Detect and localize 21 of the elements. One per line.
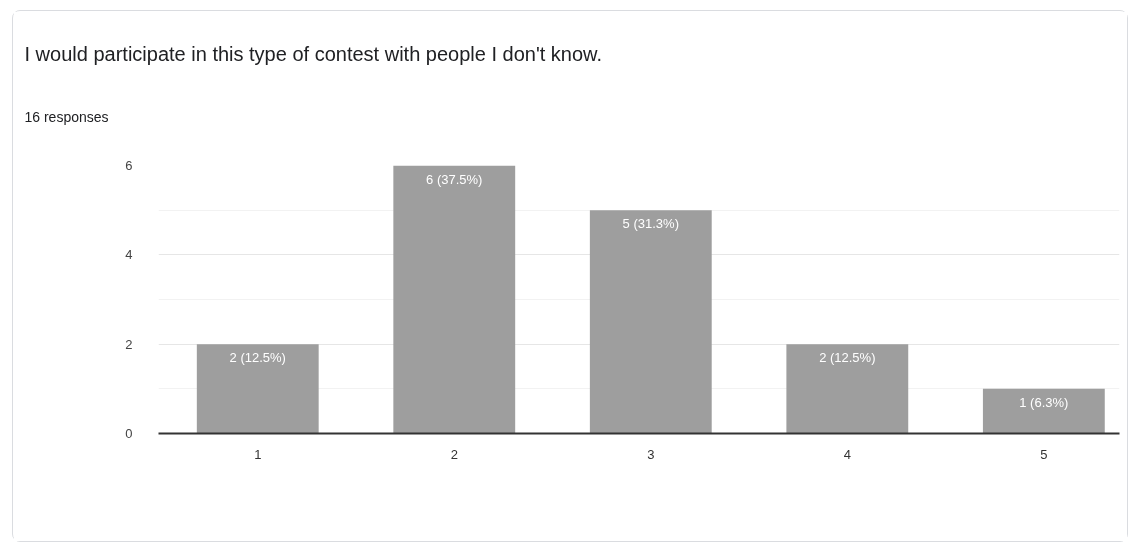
x-tick-label: 3 [647,446,655,462]
data-label: 6 (37.5%) [426,171,483,187]
bar [982,388,1105,434]
y-tick-label: 0 [125,426,133,441]
bar [393,165,516,434]
chart-title: I would participate in this type of contest with people I don't know. [24,43,602,65]
x-tick-label: 2 [450,446,458,462]
data-label: 2 (12.5%) [229,350,286,366]
data-label: 5 (31.3%) [622,216,679,232]
bar [196,344,319,434]
data-label: 1 (6.3%) [1019,394,1069,410]
y-tick-label: 4 [125,247,133,263]
x-tick-label: 4 [843,446,851,462]
x-tick-label: 5 [1040,446,1048,462]
y-tick-label: 2 [125,336,133,352]
y-tick-label: 6 [125,158,133,173]
chart-subtitle: 16 responses [24,108,109,125]
bar [786,344,909,434]
data-label: 2 (12.5%) [819,350,876,366]
bar [589,210,712,434]
x-tick-label: 1 [254,446,262,462]
